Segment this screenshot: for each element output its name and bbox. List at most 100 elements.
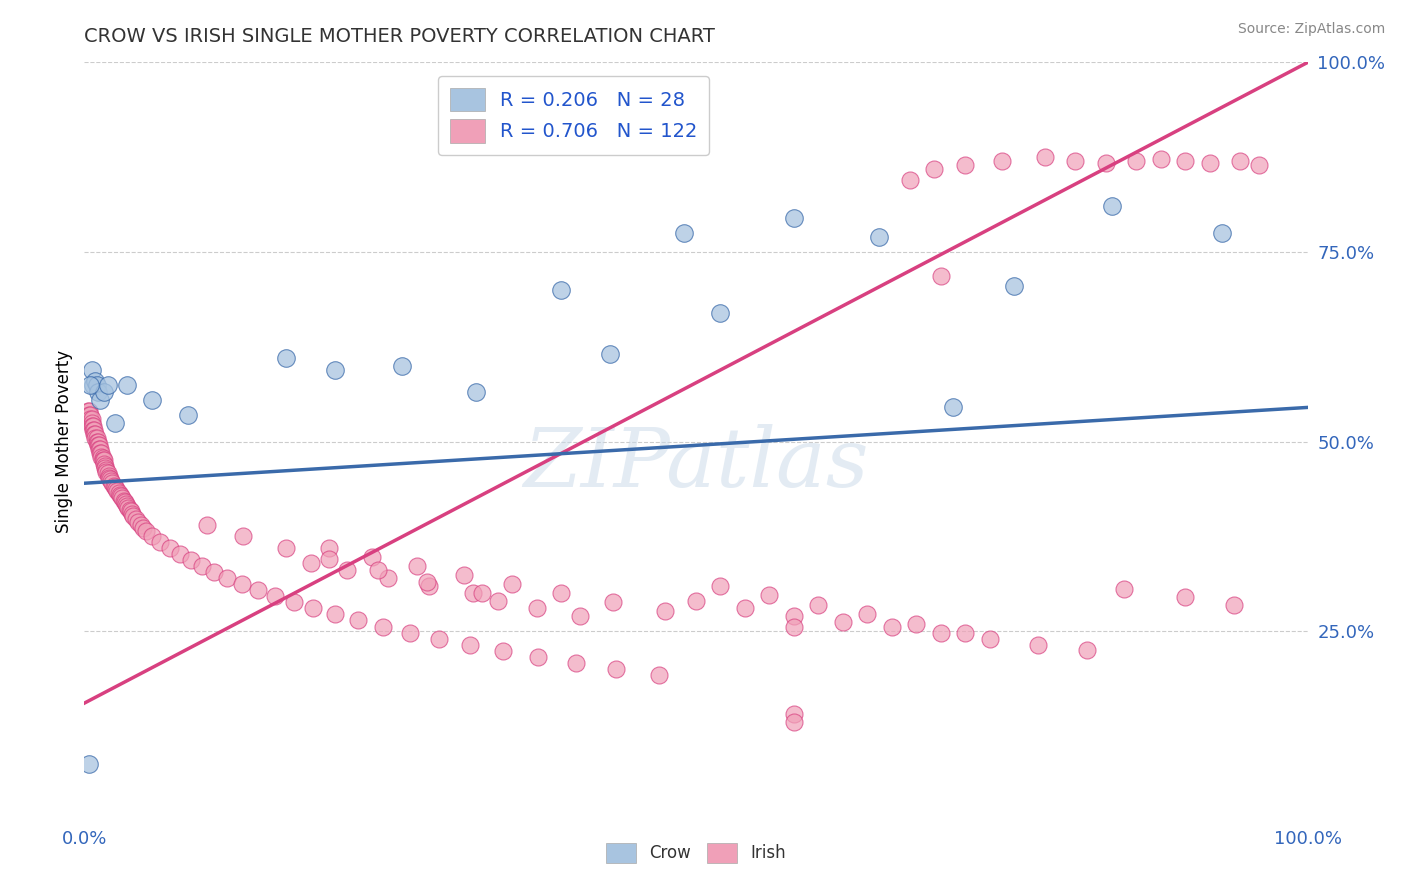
- Text: Source: ZipAtlas.com: Source: ZipAtlas.com: [1237, 22, 1385, 37]
- Point: [734, 601, 756, 615]
- Point: [231, 577, 253, 591]
- Point: [77, 756, 100, 771]
- Point: [1101, 199, 1123, 213]
- Point: [599, 347, 621, 361]
- Y-axis label: Single Mother Poverty: Single Mother Poverty: [55, 350, 73, 533]
- Point: [195, 517, 218, 532]
- Point: [84, 427, 107, 442]
- Point: [709, 579, 731, 593]
- Point: [115, 497, 138, 511]
- Text: CROW VS IRISH SINGLE MOTHER POVERTY CORRELATION CHART: CROW VS IRISH SINGLE MOTHER POVERTY CORR…: [84, 27, 716, 45]
- Point: [247, 583, 270, 598]
- Point: [953, 625, 976, 640]
- Point: [453, 568, 475, 582]
- Point: [232, 529, 254, 543]
- Point: [1033, 150, 1056, 164]
- Point: [82, 423, 104, 437]
- Point: [709, 305, 731, 319]
- Point: [107, 486, 129, 500]
- Point: [283, 595, 305, 609]
- Point: [1174, 153, 1197, 168]
- Point: [129, 517, 152, 532]
- Point: [89, 442, 111, 457]
- Point: [110, 489, 132, 503]
- Point: [89, 392, 111, 407]
- Point: [97, 467, 120, 481]
- Point: [191, 558, 214, 573]
- Point: [1211, 226, 1233, 240]
- Point: [856, 607, 879, 621]
- Point: [323, 607, 346, 622]
- Point: [924, 161, 946, 176]
- Point: [87, 385, 110, 400]
- Point: [880, 620, 903, 634]
- Point: [202, 565, 225, 579]
- Point: [87, 438, 110, 452]
- Point: [127, 515, 149, 529]
- Point: [807, 598, 830, 612]
- Point: [463, 586, 485, 600]
- Point: [115, 499, 138, 513]
- Point: [86, 431, 108, 445]
- Point: [398, 625, 420, 640]
- Point: [105, 483, 128, 497]
- Point: [1002, 279, 1025, 293]
- Point: [391, 359, 413, 373]
- Point: [82, 419, 104, 434]
- Point: [80, 412, 103, 426]
- Point: [94, 458, 117, 473]
- Point: [783, 715, 806, 730]
- Point: [112, 493, 135, 508]
- Point: [898, 173, 921, 187]
- Point: [1064, 153, 1087, 168]
- Point: [86, 377, 108, 392]
- Point: [1174, 590, 1197, 604]
- Point: [416, 574, 439, 589]
- Point: [87, 438, 110, 452]
- Point: [114, 495, 136, 509]
- Point: [91, 453, 114, 467]
- Point: [929, 625, 952, 640]
- Point: [299, 556, 322, 570]
- Point: [141, 392, 163, 407]
- Point: [96, 463, 118, 477]
- Point: [458, 638, 481, 652]
- Point: [118, 503, 141, 517]
- Point: [1094, 155, 1116, 169]
- Legend: Crow, Irish: Crow, Irish: [599, 837, 793, 869]
- Point: [550, 283, 572, 297]
- Point: [783, 211, 806, 225]
- Point: [132, 521, 155, 535]
- Point: [98, 473, 121, 487]
- Point: [1229, 153, 1251, 168]
- Point: [336, 564, 359, 578]
- Point: [121, 507, 143, 521]
- Point: [103, 478, 125, 492]
- Point: [104, 480, 127, 494]
- Point: [83, 423, 105, 437]
- Point: [93, 385, 115, 400]
- Point: [111, 491, 134, 506]
- Point: [77, 408, 100, 422]
- Point: [831, 615, 853, 629]
- Point: [122, 508, 145, 523]
- Point: [318, 552, 340, 566]
- Point: [180, 553, 202, 567]
- Point: [80, 416, 103, 430]
- Point: [101, 476, 124, 491]
- Point: [84, 431, 107, 445]
- Point: [783, 707, 806, 722]
- Point: [1076, 643, 1098, 657]
- Point: [79, 412, 101, 426]
- Point: [550, 586, 572, 600]
- Point: [169, 547, 191, 561]
- Point: [82, 377, 104, 392]
- Point: [406, 558, 429, 573]
- Point: [80, 362, 103, 376]
- Point: [83, 427, 105, 442]
- Point: [905, 616, 928, 631]
- Point: [565, 656, 588, 670]
- Point: [135, 524, 157, 538]
- Point: [323, 362, 346, 376]
- Point: [93, 458, 115, 472]
